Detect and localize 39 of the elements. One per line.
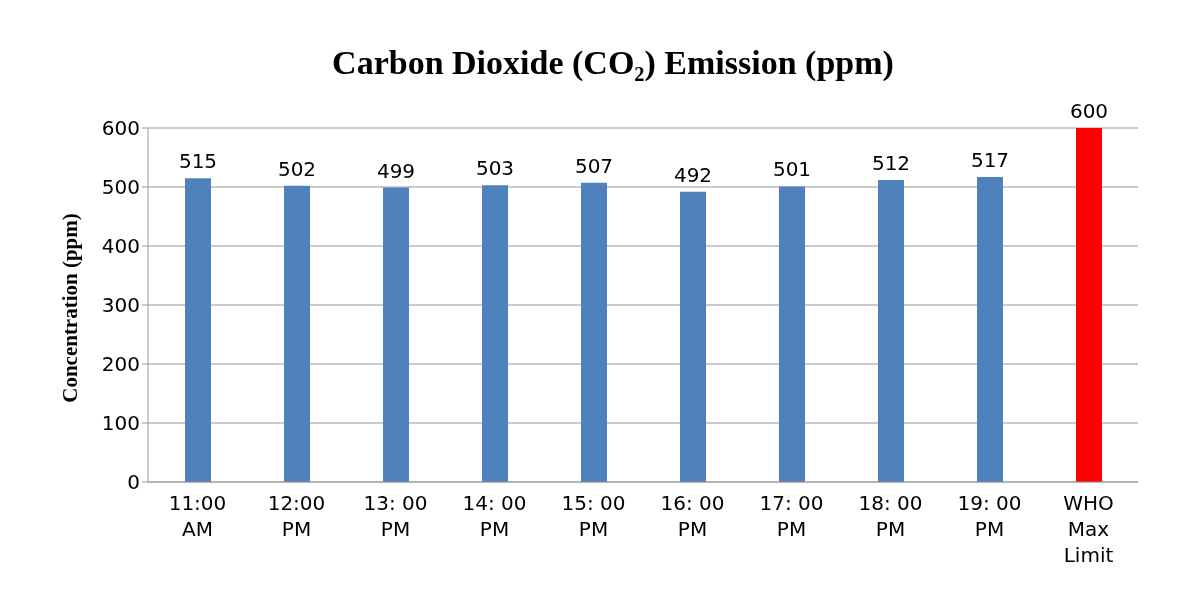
bar (482, 185, 508, 482)
data-label: 492 (673, 162, 713, 187)
x-tick-label: WHO Max Limit (1063, 491, 1114, 567)
data-label: 517 (970, 147, 1010, 172)
y-tick-label: 300 (101, 293, 140, 318)
chart-title: Carbon Dioxide (CO₂) Emission (ppm) (331, 44, 895, 82)
data-label: 600 (1069, 99, 1109, 123)
y-tick-label: 100 (101, 411, 140, 436)
bar (284, 185, 310, 482)
x-tick-label: 15: 00 PM (561, 491, 626, 541)
data-label: 503 (475, 156, 515, 181)
bar (581, 182, 607, 482)
y-axis-title: Concentration (ppm) (57, 213, 83, 403)
data-label: 515 (178, 149, 218, 174)
y-tick-label: 0 (127, 470, 140, 495)
bar (878, 179, 904, 482)
x-tick-label: 19: 00 PM (957, 491, 1022, 541)
data-label: 501 (772, 157, 812, 182)
x-tick-label: 12:00 PM (267, 491, 326, 541)
data-label: 512 (871, 150, 911, 175)
data-label: 502 (277, 156, 317, 181)
x-tick-label: 11:00 AM (168, 491, 227, 541)
bar (680, 191, 706, 482)
x-tick-label: 14: 00 PM (462, 491, 527, 541)
bar (977, 176, 1003, 482)
x-tick-label: 17: 00 PM (759, 491, 824, 541)
bar (779, 186, 805, 482)
x-tick-label: 18: 00 PM (858, 491, 923, 541)
x-tick-label: 16: 00 PM (660, 491, 725, 541)
y-tick-label: 200 (101, 352, 140, 377)
data-label: 499 (376, 158, 416, 183)
y-tick-label: 600 (101, 116, 140, 141)
bar (185, 178, 211, 482)
y-tick-label: 400 (101, 234, 140, 259)
x-tick-label: 13: 00 PM (363, 491, 428, 541)
bar (383, 187, 409, 482)
y-tick-label: 500 (101, 175, 140, 200)
data-label: 507 (574, 153, 614, 178)
bar (1076, 128, 1102, 482)
